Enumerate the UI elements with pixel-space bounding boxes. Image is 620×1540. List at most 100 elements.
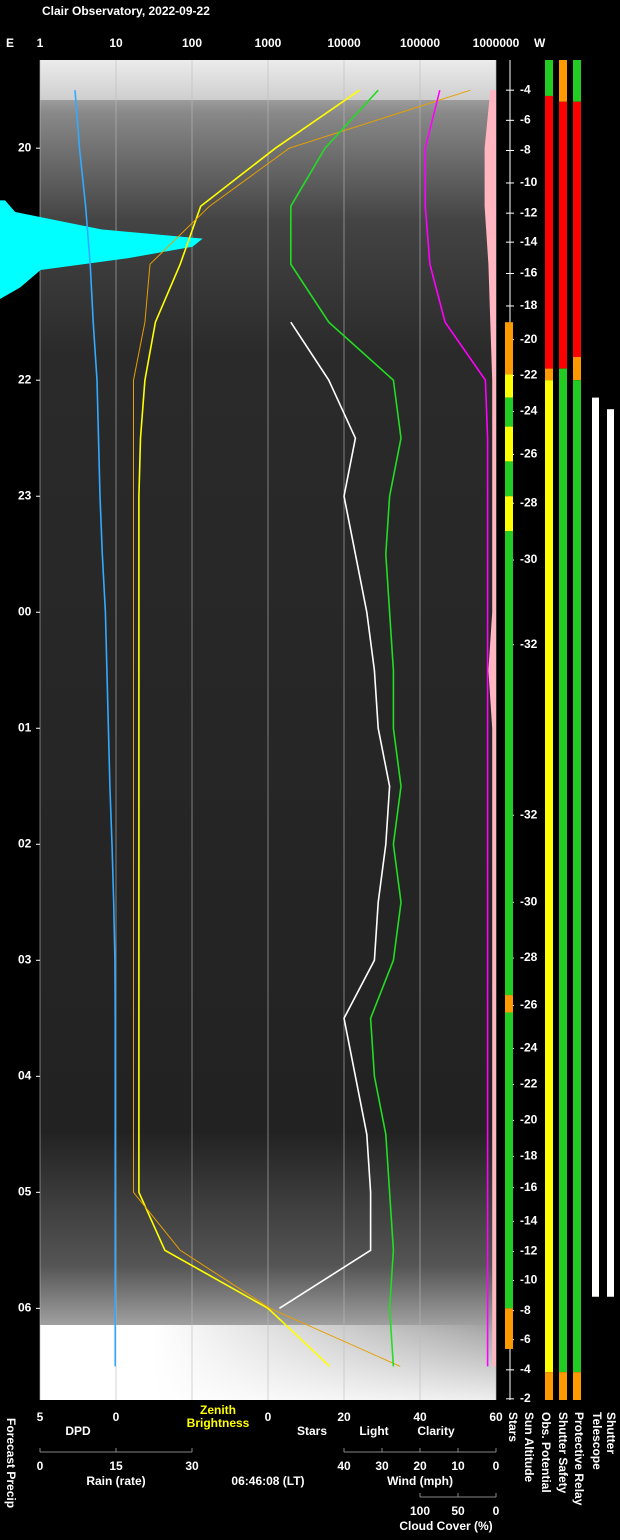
y-tick-label: 03: [18, 952, 32, 966]
status-segment: [545, 95, 553, 369]
x-tick-label: 100: [182, 36, 202, 50]
x-tick-label: 60: [489, 1410, 503, 1424]
x-tick-label: 100: [410, 1504, 430, 1518]
sun-altitude-label: -24: [520, 404, 538, 418]
axis-label: Clarity: [417, 1424, 455, 1438]
status-segment: [573, 60, 581, 102]
x-tick-label: 10: [451, 1459, 465, 1473]
sun-altitude-label: -30: [520, 552, 538, 566]
status-label: Shutter: [604, 1412, 618, 1454]
status-segment: [573, 101, 581, 358]
sun-altitude-label: -6: [520, 1332, 531, 1346]
timestamp: 06:46:08 (LT): [231, 1474, 304, 1488]
series-line: [424, 90, 489, 1367]
sun-altitude-label: -30: [520, 894, 538, 908]
y-tick-label: 23: [18, 488, 32, 502]
status-label: Obs. Potential: [539, 1412, 553, 1493]
y-tick-label: 04: [18, 1068, 32, 1082]
status-segment: [559, 60, 567, 102]
x-tick-label: 1000: [255, 36, 282, 50]
series-line: [138, 89, 360, 1367]
axis-label: Wind (mph): [387, 1474, 453, 1488]
east-label: E: [6, 36, 14, 50]
x-tick-label: 0: [113, 1410, 120, 1424]
sun-altitude-label: -18: [520, 298, 538, 312]
status-segment: [545, 380, 553, 1373]
sun-altitude-title: Sun Altitude: [522, 1412, 536, 1483]
status-segment: [607, 409, 614, 1297]
series-line: [278, 321, 391, 1309]
status-segment: [559, 368, 567, 1373]
x-tick-label: 5: [37, 1410, 44, 1424]
status-segment: [505, 426, 513, 462]
sun-altitude-label: -14: [520, 1214, 538, 1228]
status-segment: [573, 380, 581, 1373]
x-tick-label: 0: [265, 1410, 272, 1424]
sun-altitude-label: -20: [520, 332, 538, 346]
x-tick-label: 20: [413, 1459, 427, 1473]
x-tick-label: 1000000: [473, 36, 520, 50]
sun-altitude-label: -4: [520, 82, 531, 96]
sun-altitude-label: -26: [520, 998, 538, 1012]
sun-altitude-label: -14: [520, 234, 538, 248]
sun-altitude-label: -8: [520, 143, 531, 157]
axis-label: Zenith Brightness: [186, 1404, 250, 1430]
y-tick-label: 05: [18, 1185, 32, 1199]
sun-altitude-label: -6: [520, 113, 531, 127]
status-segment: [505, 531, 513, 996]
status-segment: [505, 461, 513, 497]
sun-altitude-label: -10: [520, 1273, 538, 1287]
series-line: [290, 89, 402, 1367]
axis-label-box: Zenith Brightness: [186, 1404, 250, 1430]
axis-label: Light: [359, 1424, 388, 1438]
sun-altitude-label: -12: [520, 1244, 538, 1258]
forecast-precip-area: [0, 200, 203, 299]
status-segment: [559, 101, 567, 369]
sun-altitude-label: -10: [520, 175, 538, 189]
sun-altitude-label: -2: [520, 1391, 531, 1405]
status-label: Protective Relay: [572, 1412, 586, 1506]
forecast-precip-title: Forecast Precip: [4, 1418, 18, 1508]
status-segment: [592, 397, 599, 1297]
sun-altitude-label: -24: [520, 1041, 538, 1055]
x-tick-label: 20: [337, 1410, 351, 1424]
y-tick-label: 00: [18, 604, 32, 618]
x-tick-label: 40: [413, 1410, 427, 1424]
sun-altitude-label: -20: [520, 1113, 538, 1127]
sun-altitude-label: -22: [520, 368, 538, 382]
series-line: [74, 90, 116, 1367]
sun-altitude-label: -16: [520, 1180, 538, 1194]
y-tick-label: 02: [18, 836, 32, 850]
sun-altitude-label: -28: [520, 495, 538, 509]
x-tick-label: 10000: [327, 36, 361, 50]
x-tick-label: 0: [493, 1504, 500, 1518]
status-segment: [545, 60, 553, 96]
status-label: Shutter Safety: [556, 1412, 570, 1494]
x-tick-label: 40: [337, 1459, 351, 1473]
status-segment: [505, 322, 513, 375]
status-segment: [505, 374, 513, 398]
sun-altitude-label: -22: [520, 1077, 538, 1091]
sun-altitude-label: -32: [520, 807, 538, 821]
x-tick-label: 0: [493, 1459, 500, 1473]
series-line: [133, 89, 471, 1367]
status-segment: [545, 368, 553, 381]
axis-label: Stars: [297, 1424, 327, 1438]
sun-altitude-label: -12: [520, 205, 538, 219]
status-segment: [559, 1372, 567, 1400]
axis-label: DPD: [65, 1424, 91, 1438]
sun-altitude-label: -26: [520, 447, 538, 461]
chart-title: Clair Observatory, 2022-09-22: [42, 4, 210, 18]
x-tick-label: 50: [451, 1504, 465, 1518]
status-segment: [505, 995, 513, 1013]
status-label: Telescope: [590, 1412, 604, 1470]
west-label: W: [534, 36, 546, 50]
x-tick-label: 15: [109, 1459, 123, 1473]
status-segment: [505, 1012, 513, 1309]
y-tick-label: 20: [18, 140, 32, 154]
status-segment: [505, 496, 513, 532]
sun-altitude-label: -32: [520, 637, 538, 651]
status-segment: [505, 397, 513, 427]
y-tick-label: 22: [18, 372, 32, 386]
